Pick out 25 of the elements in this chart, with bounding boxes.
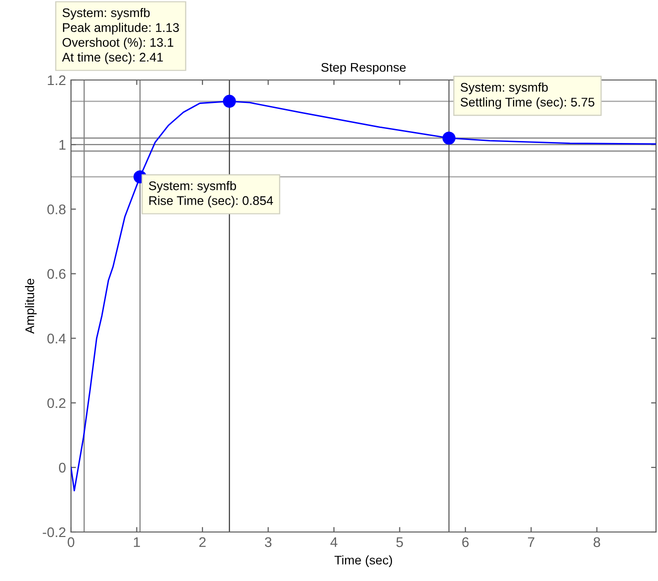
x-axis-title: Time (sec) (334, 555, 392, 568)
annotation: System: sysmfb Rise Time (sec): 0.854 (148, 181, 274, 208)
x-tick-label: 2 (199, 537, 206, 547)
y-axis-title: Amplitude (25, 278, 37, 334)
y-tick-label: 0.8 (47, 204, 66, 214)
y-tick-label: -0.2 (42, 527, 66, 538)
x-tick-label: 3 (264, 537, 272, 548)
y-tick-label: 0.6 (47, 269, 66, 279)
y-tick-label: 1.2 (48, 75, 66, 86)
x-tick-label: 6 (462, 537, 469, 548)
annotation: System: sysmfb Settling Time (sec): 5.75 (460, 82, 594, 110)
x-tick-label: 7 (528, 537, 534, 547)
y-tick-label: 0.4 (47, 334, 66, 344)
x-tick-label: 4 (330, 537, 338, 547)
x-tick-label: 1 (134, 537, 140, 547)
point (442, 132, 456, 145)
point (222, 94, 236, 108)
x-tick-label: 8 (594, 537, 600, 548)
y-tick-label: 1 (59, 140, 66, 150)
text: System: sysmfb Peak amplitude: 1.13 Overshoot (%): 13.1 At time (sec): 2.41 (62, 8, 179, 64)
y-tick-label: 0.2 (47, 398, 66, 408)
chart-title: Step Response (321, 62, 406, 74)
x-tick-label: 5 (396, 537, 403, 548)
y-tick-label: 0 (58, 462, 66, 473)
x-tick-label: 0 (68, 537, 74, 548)
